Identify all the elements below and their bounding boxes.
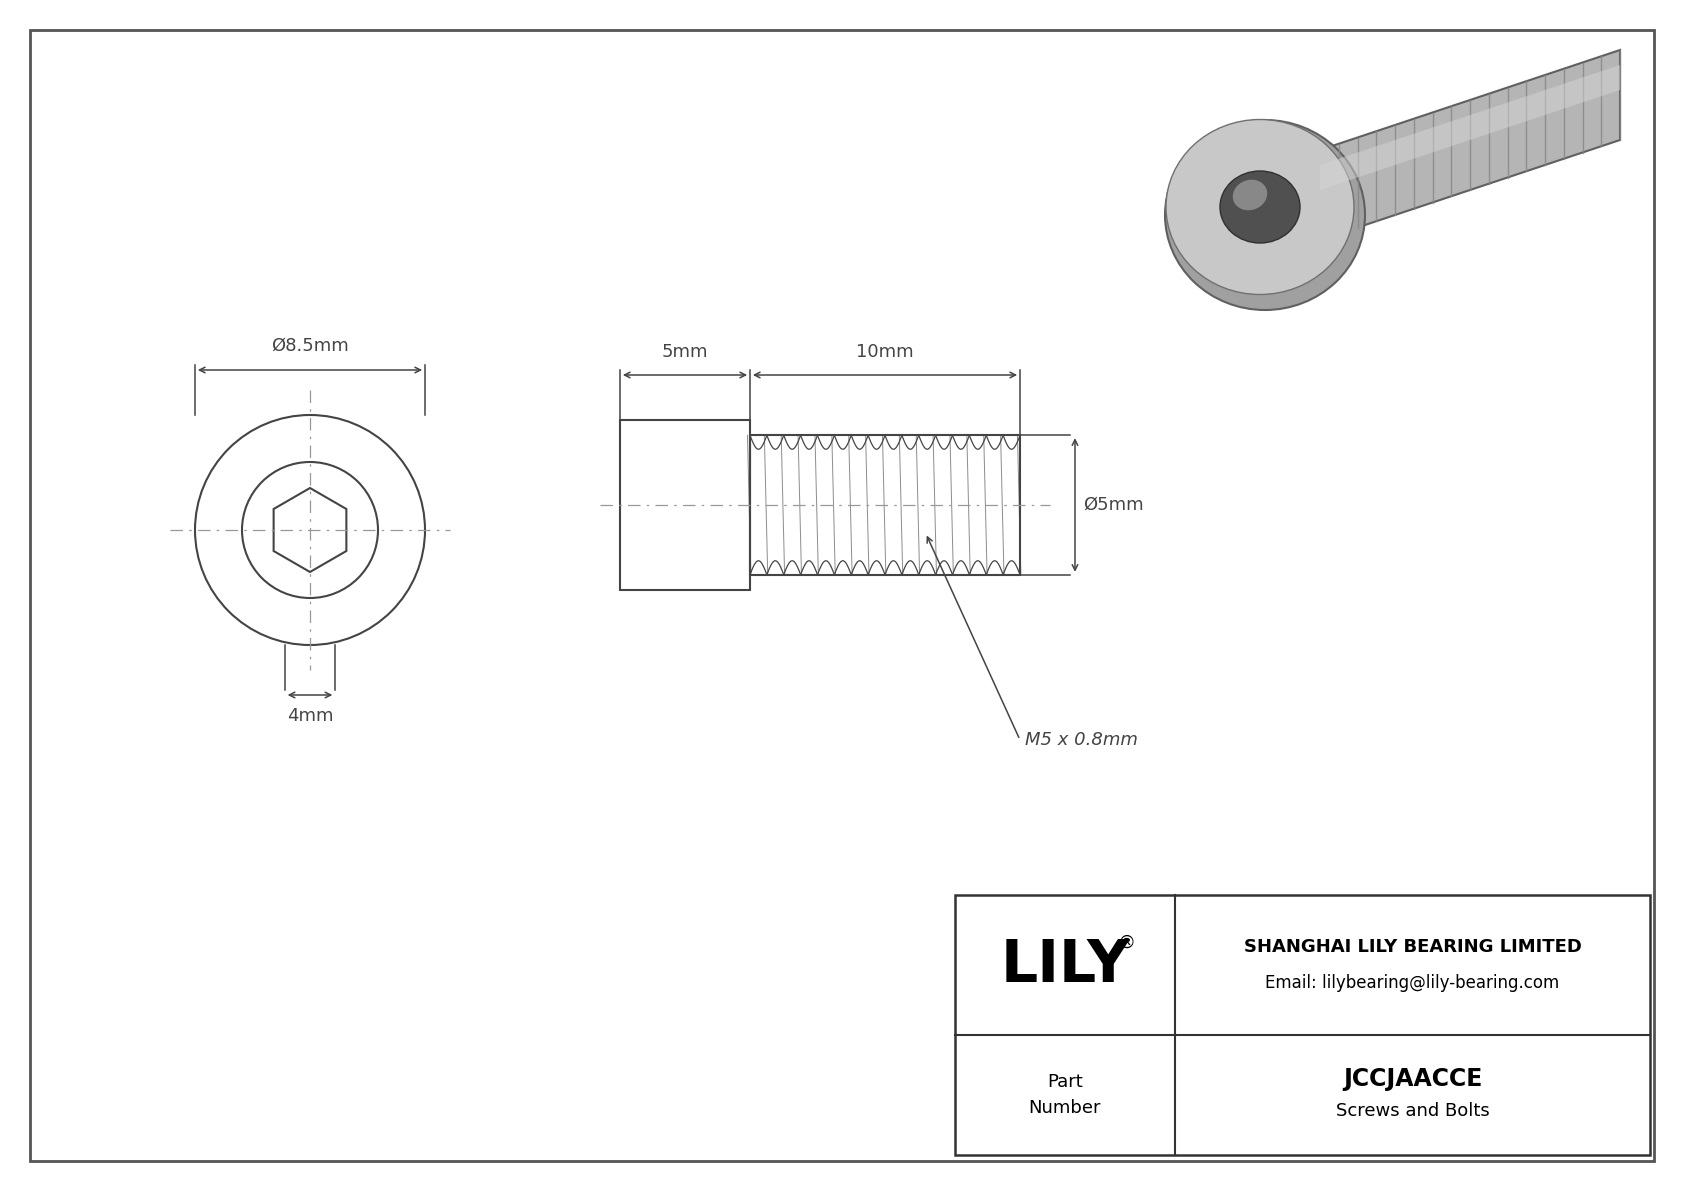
Text: Ø5mm: Ø5mm xyxy=(1083,495,1143,515)
Text: 10mm: 10mm xyxy=(855,343,914,361)
Text: 4mm: 4mm xyxy=(286,707,333,725)
Text: 5mm: 5mm xyxy=(662,343,709,361)
Text: ®: ® xyxy=(1118,934,1137,952)
Text: JCCJAACCE: JCCJAACCE xyxy=(1342,1067,1482,1091)
Ellipse shape xyxy=(1233,180,1268,211)
Bar xyxy=(620,420,749,590)
Text: Part
Number: Part Number xyxy=(1029,1073,1101,1117)
Bar xyxy=(955,894,1650,1155)
Ellipse shape xyxy=(1165,119,1354,294)
Polygon shape xyxy=(1320,50,1620,241)
Ellipse shape xyxy=(1219,172,1300,243)
Bar xyxy=(749,435,1021,575)
Text: Ø8.5mm: Ø8.5mm xyxy=(271,337,349,355)
Polygon shape xyxy=(1320,66,1620,191)
Text: LILY: LILY xyxy=(1000,936,1130,993)
Text: Screws and Bolts: Screws and Bolts xyxy=(1335,1102,1489,1120)
Ellipse shape xyxy=(1165,120,1366,310)
Text: SHANGHAI LILY BEARING LIMITED: SHANGHAI LILY BEARING LIMITED xyxy=(1243,939,1581,956)
Text: M5 x 0.8mm: M5 x 0.8mm xyxy=(1026,731,1138,749)
Text: Email: lilybearing@lily-bearing.com: Email: lilybearing@lily-bearing.com xyxy=(1265,974,1559,992)
